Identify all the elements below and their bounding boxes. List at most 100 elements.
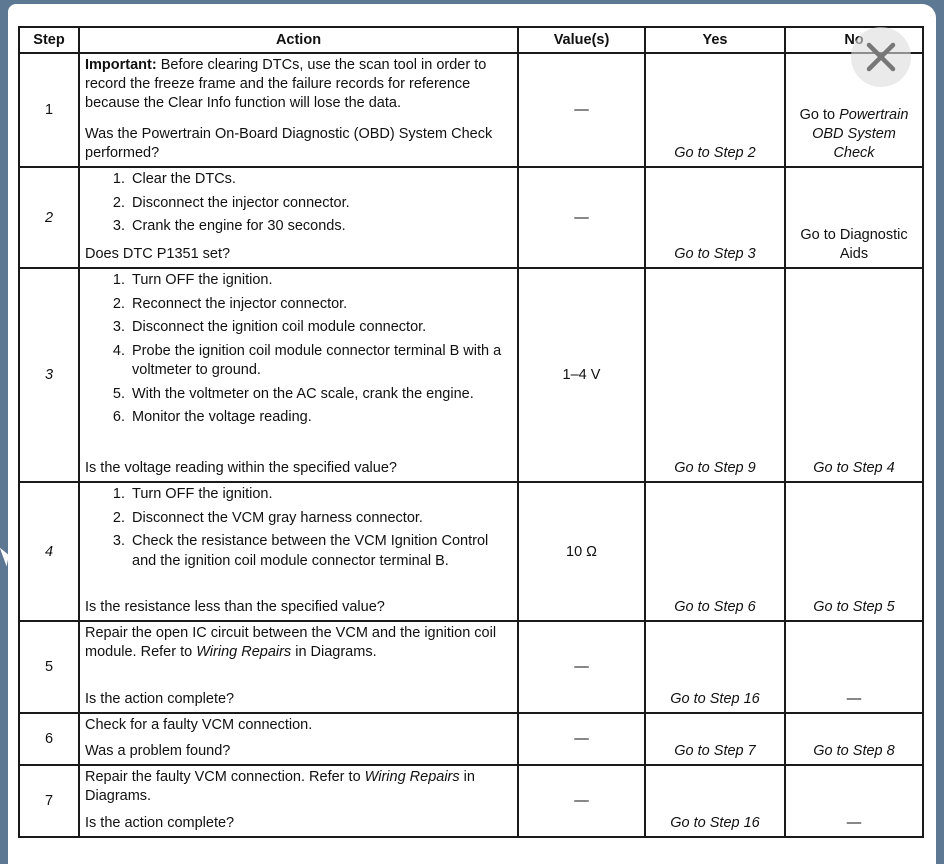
text-segment: Check for a faulty VCM connection. — [85, 717, 313, 733]
text-segment: Disconnect the ignition coil module conn… — [132, 319, 427, 335]
yes-cell: Go to Step 9 — [644, 267, 786, 483]
text-segment: Before clearing DTCs, use the scan tool … — [85, 57, 487, 111]
header-yes: Yes — [644, 26, 786, 54]
diagnostic-table: Step Action Value(s) Yes No 1 Important: … — [18, 26, 924, 838]
text-segment: Go to Step 7 — [674, 743, 756, 759]
text-segment: Go to Step 5 — [813, 599, 895, 615]
text-segment: Is the action complete? — [85, 815, 235, 831]
close-button[interactable] — [851, 27, 911, 87]
list-text: With the voltmeter on the AC scale, cran… — [132, 385, 474, 405]
action-question: Is the resistance less than the specifie… — [85, 598, 513, 617]
value-cell: 1–4 V — [517, 267, 646, 483]
text-segment: With the voltmeter on the AC scale, cran… — [132, 385, 474, 402]
text-segment: Is the action complete? — [85, 691, 235, 707]
no-cell: Go to Step 5 — [784, 481, 924, 622]
list-number: 6. — [112, 409, 125, 425]
table-row: 6 Check for a faulty VCM connection. Was a… — [18, 712, 924, 766]
list-number: 1. — [112, 171, 125, 187]
no-cell: — — [784, 764, 924, 838]
action-steps: Repair the faulty VCM connection. Refer … — [85, 768, 513, 810]
text-segment: in Diagrams. — [85, 769, 475, 804]
action-list-item: 2. Reconnect the injector connector. — [85, 295, 513, 315]
action-question: Does DTC P1351 set? — [85, 245, 513, 264]
text-segment: Repair the open IC circuit between the V… — [85, 625, 497, 660]
action-paragraph: Check for a faulty VCM connection. — [85, 716, 513, 735]
text-segment: — — [846, 691, 862, 707]
list-number: 3. — [112, 218, 125, 234]
header-values: Value(s) — [517, 26, 646, 54]
text-segment: Was the Powertrain On-Board Diagnostic (… — [85, 126, 493, 161]
no-cell: Go to Step 4 — [784, 267, 924, 483]
value-cell: — — [517, 712, 646, 766]
action-steps: Repair the open IC circuit between the V… — [85, 624, 513, 666]
table-row: 2 1. Clear the DTCs. 2. Disconnect the injec… — [18, 166, 924, 269]
header-row: Step Action Value(s) Yes No — [18, 26, 924, 54]
action-question: Was a problem found? — [85, 742, 513, 761]
text-segment: — — [846, 815, 862, 831]
text-segment: Disconnect the VCM gray harness connecto… — [132, 509, 423, 526]
table-row: 3 1. Turn OFF the ignition. 2. Reconnect the… — [18, 267, 924, 483]
action-steps: 1. Clear the DTCs. 2. Disconnect the inject… — [85, 170, 513, 241]
action-list-item: 1. Turn OFF the ignition. — [85, 271, 513, 291]
value-cell: 10 Ω — [517, 481, 646, 622]
list-text: Disconnect the VCM gray harness connecto… — [132, 509, 423, 529]
text-segment: Go to Step 3 — [674, 246, 756, 262]
action-steps: Important: Before clearing DTCs, use the… — [85, 56, 513, 117]
no-cell: Go to Step 8 — [784, 712, 924, 766]
text-segment: Repair the faulty VCM connection. Refer … — [85, 769, 365, 785]
text-segment: Probe the ignition coil module connector… — [132, 342, 502, 379]
action-list-item: 4. Probe the ignition coil module connect… — [85, 342, 513, 381]
action-cell: Check for a faulty VCM connection. Was a … — [78, 712, 519, 766]
table-row: 5 Repair the open IC circuit between the … — [18, 620, 924, 714]
table-row: 7 Repair the faulty VCM connection. Refer… — [18, 764, 924, 838]
step-number: 2 — [18, 166, 80, 269]
action-cell: Important: Before clearing DTCs, use the… — [78, 52, 519, 168]
action-paragraph: Important: Before clearing DTCs, use the… — [85, 56, 513, 113]
table-row: 1 Important: Before clearing DTCs, use th… — [18, 52, 924, 168]
action-list-item: 3. Crank the engine for 30 seconds. — [85, 217, 513, 237]
text-segment: in Diagrams. — [291, 644, 377, 660]
list-number: 4. — [112, 342, 125, 359]
text-segment: Wiring Repairs — [196, 644, 292, 660]
value-cell: — — [517, 620, 646, 714]
text-segment: Go to Step 2 — [674, 145, 756, 161]
action-content: 1. Turn OFF the ignition. 2. Reconnect the … — [85, 271, 513, 478]
list-number: 2. — [112, 194, 125, 211]
text-segment: Is the resistance less than the specifie… — [85, 599, 385, 615]
list-text: Check the resistance between the VCM Ign… — [132, 532, 513, 571]
action-question: Is the action complete? — [85, 690, 513, 709]
yes-cell: Go to Step 3 — [644, 166, 786, 269]
action-list-item: 6. Monitor the voltage reading. — [85, 408, 513, 428]
text-segment: Wiring Repairs — [364, 769, 460, 785]
list-number: 3. — [112, 533, 125, 549]
list-text: Probe the ignition coil module connector… — [132, 342, 513, 381]
text-segment: Crank the engine for 30 seconds. — [132, 218, 346, 234]
list-text: Disconnect the ignition coil module conn… — [132, 318, 426, 338]
step-number: 3 — [18, 267, 80, 483]
yes-cell: Go to Step 7 — [644, 712, 786, 766]
action-content: Repair the faulty VCM connection. Refer … — [85, 768, 513, 833]
action-content: 1. Clear the DTCs. 2. Disconnect the inject… — [85, 170, 513, 264]
value-cell: — — [517, 166, 646, 269]
list-number: 3. — [112, 319, 125, 335]
step-number: 5 — [18, 620, 80, 714]
action-content: 1. Turn OFF the ignition. 2. Disconnect the… — [85, 485, 513, 617]
list-number: 5. — [112, 385, 125, 402]
action-content: Repair the open IC circuit between the V… — [85, 624, 513, 709]
text-segment: Go to Step 9 — [674, 460, 756, 476]
text-segment: Turn OFF the ignition. — [132, 486, 273, 502]
list-text: Clear the DTCs. — [132, 170, 236, 190]
no-cell: Go to Diagnostic Aids — [784, 166, 924, 269]
list-number: 1. — [112, 486, 125, 502]
list-text: Reconnect the injector connector. — [132, 295, 347, 315]
step-number: 4 — [18, 481, 80, 622]
text-segment: Go to — [799, 107, 840, 123]
list-number: 2. — [112, 509, 125, 526]
text-segment: Go to Step 6 — [674, 599, 756, 615]
action-list-item: 3. Disconnect the ignition coil module co… — [85, 318, 513, 338]
yes-cell: Go to Step 16 — [644, 620, 786, 714]
action-cell: 1. Clear the DTCs. 2. Disconnect the inject… — [78, 166, 519, 269]
table-body: 1 Important: Before clearing DTCs, use th… — [18, 52, 924, 838]
action-question: Was the Powertrain On-Board Diagnostic (… — [85, 125, 513, 163]
action-paragraph: Repair the faulty VCM connection. Refer … — [85, 768, 513, 806]
